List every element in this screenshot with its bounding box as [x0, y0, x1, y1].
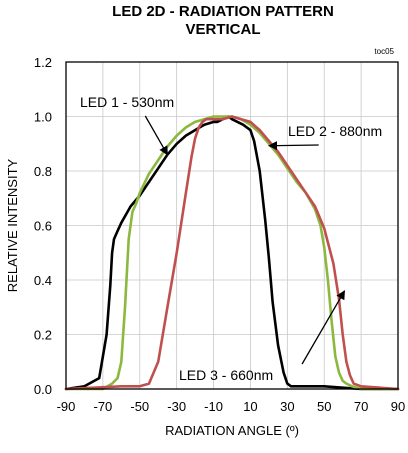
plot-frame	[65, 61, 399, 390]
annotation-arrows	[144, 115, 346, 365]
y-tick-label: 0.2	[34, 328, 52, 343]
x-tick-label: -90	[57, 399, 76, 414]
series-line-1	[64, 115, 400, 391]
y-axis-label: RELATIVE INTENSITY	[5, 158, 20, 292]
annotations: LED 1 - 530nm LED 2 - 880nm LED 3 - 660nm	[80, 94, 382, 383]
x-tick-label: -30	[167, 399, 186, 414]
annotation-arrow	[144, 115, 169, 156]
x-tick-label: -50	[130, 399, 149, 414]
grid	[65, 61, 399, 390]
x-axis-label: RADIATION ANGLE (º)	[165, 423, 299, 438]
series-lines	[64, 115, 400, 391]
y-tick-label: 0.6	[34, 219, 52, 234]
chart-title: LED 2D - RADIATION PATTERN	[112, 3, 334, 20]
series-line-3	[64, 115, 400, 391]
y-tick-label: 0.4	[34, 273, 52, 288]
x-tick-label: -70	[93, 399, 112, 414]
x-tick-label: 30	[280, 399, 294, 414]
y-tick-label: 0.8	[34, 164, 52, 179]
annotation-arrow	[301, 290, 346, 365]
x-tick-label: 10	[243, 399, 257, 414]
chart-subtitle: VERTICAL	[185, 21, 261, 38]
x-tick-label: -10	[204, 399, 223, 414]
series-line-2	[64, 115, 400, 391]
y-tick-labels: 0.0 0.2 0.4 0.6 0.8 1.0 1.2	[34, 55, 52, 397]
x-tick-label: 70	[354, 399, 368, 414]
annotation-label: LED 3 - 660nm	[179, 367, 273, 383]
x-tick-labels: -90 -70 -50 -30 -10 10 30 50 70 90	[57, 399, 406, 414]
y-tick-label: 0.0	[34, 382, 52, 397]
annotation-label: LED 1 - 530nm	[80, 94, 174, 110]
annotation-arrow	[267, 141, 319, 151]
y-tick-label: 1.0	[34, 110, 52, 125]
x-tick-label: 50	[317, 399, 331, 414]
y-tick-label: 1.2	[34, 55, 52, 70]
annotation-label: LED 2 - 880nm	[288, 123, 382, 139]
figure-tag: toc05	[374, 47, 394, 56]
x-tick-label: 90	[391, 399, 405, 414]
